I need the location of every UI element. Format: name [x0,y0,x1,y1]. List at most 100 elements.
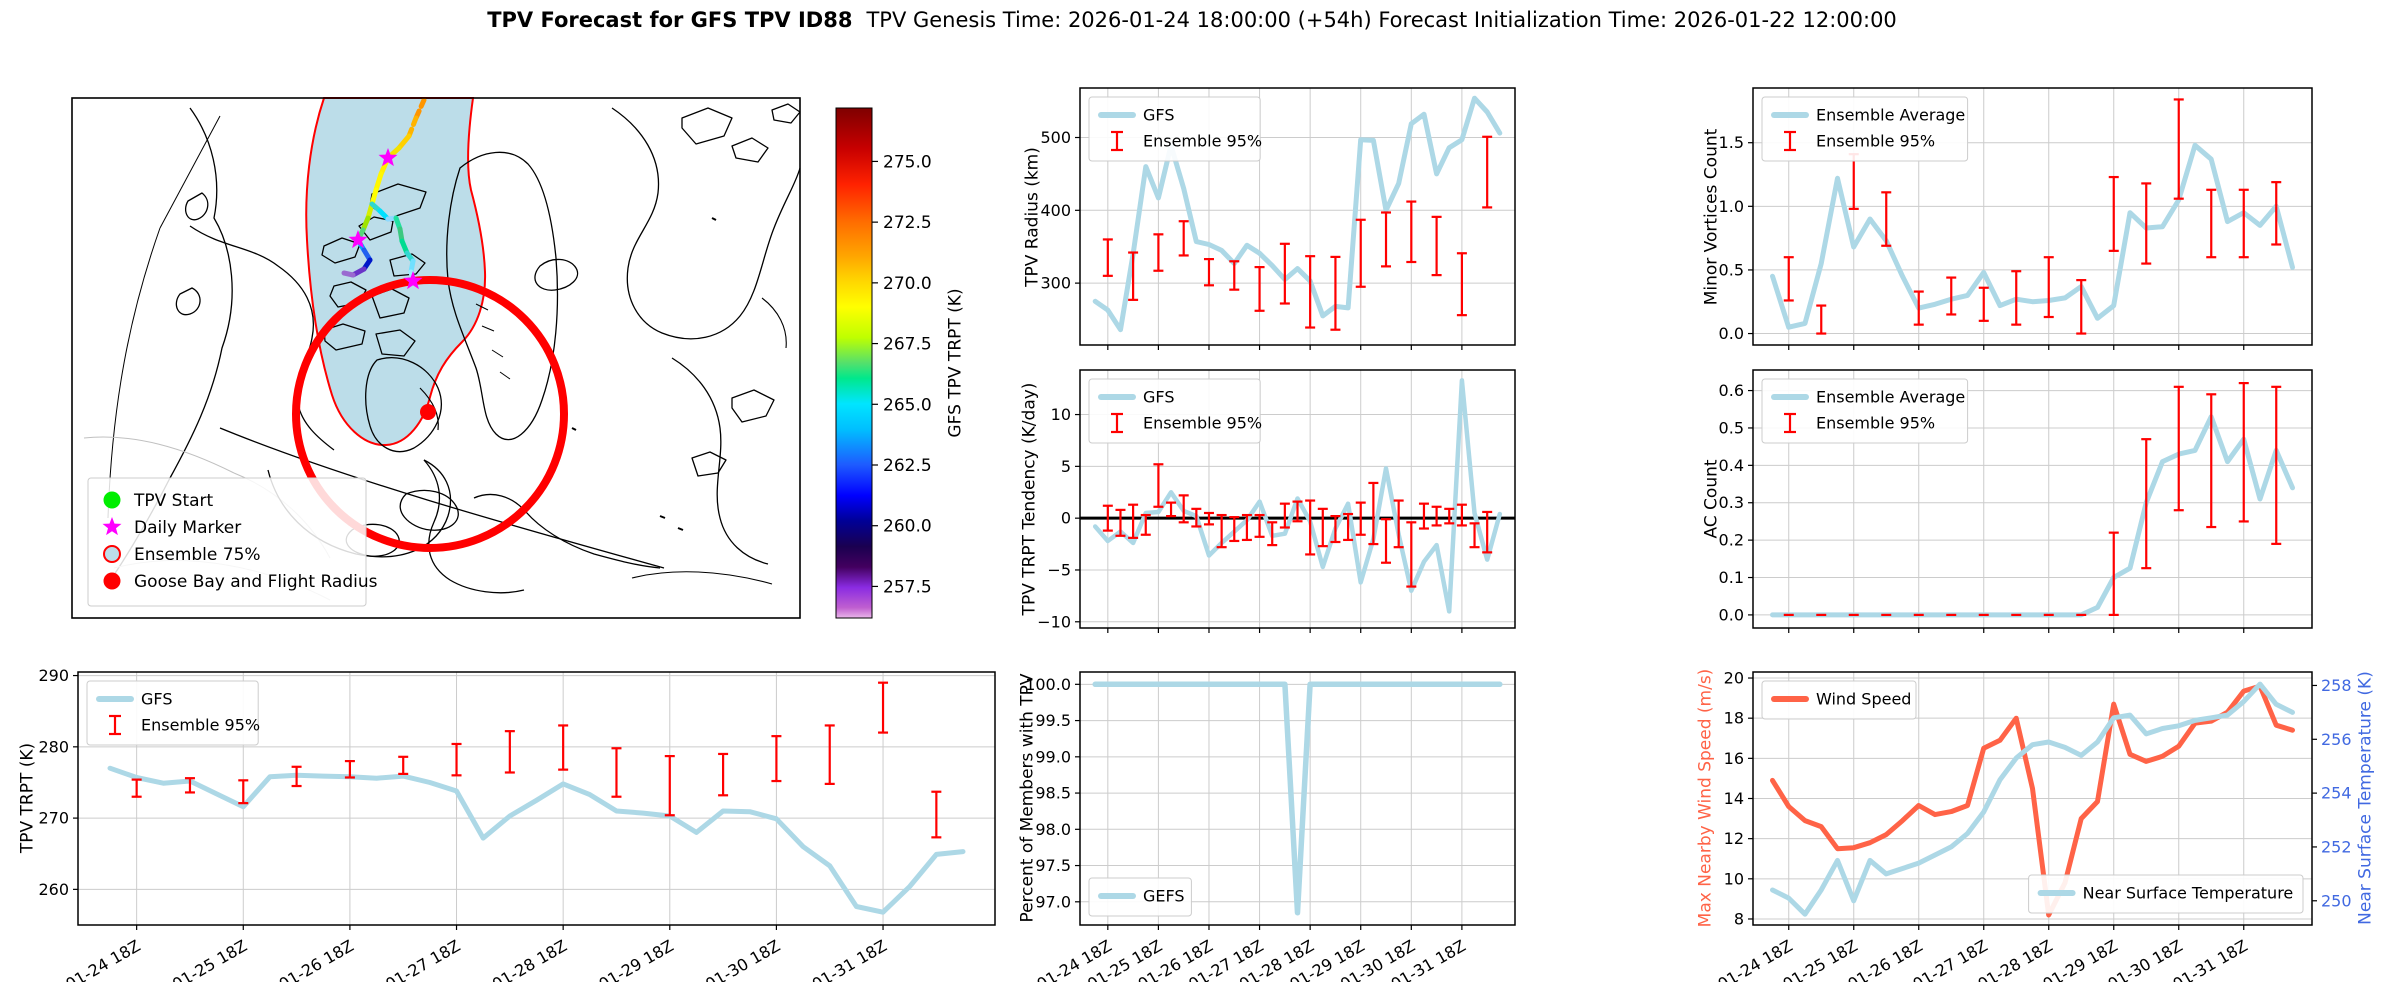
svg-text:98.0: 98.0 [1035,820,1071,839]
colorbar-gradient [835,107,873,619]
y-ticks: −10 −5 0 5 10 [1037,405,1080,631]
svg-text:01-26 18Z: 01-26 18Z [276,936,357,982]
daily-marker-star [403,271,423,290]
svg-text:10: 10 [1724,869,1744,888]
svg-text:0.1: 0.1 [1719,568,1744,587]
legend-label: GFS [1143,106,1174,125]
svg-text:16: 16 [1724,749,1744,768]
colorbar-tick: 257.5 [883,577,932,597]
flight-radius-circle [292,276,568,552]
series-gfs [1092,95,1503,333]
svg-text:0.2: 0.2 [1719,531,1744,550]
legend: GEFS [1088,877,1192,917]
svg-text:252: 252 [2321,837,2352,856]
x-ticks [1107,628,1463,633]
series-gfs [1092,378,1503,614]
legend: Wind Speed [1761,680,1917,720]
figure-title-tail: TPV Genesis Time: 2026-01-24 18:00:00 (+… [866,8,1897,32]
svg-text:300: 300 [1040,274,1071,293]
svg-text:99.0: 99.0 [1035,747,1071,766]
svg-text:0.0: 0.0 [1719,324,1744,343]
legend-errorbar-swatch [1111,412,1123,434]
legend-errorbar-swatch [1111,130,1123,152]
colorbar-tick: 275.0 [883,152,932,172]
svg-text:270: 270 [38,809,69,828]
colorbar-label: GFS TPV TRPT (K) [945,288,966,438]
figure-title-bold: TPV Forecast for GFS TPV ID88 [487,8,853,32]
svg-text:12: 12 [1724,829,1744,848]
svg-text:8: 8 [1734,909,1744,928]
svg-text:01-25 18Z: 01-25 18Z [169,936,250,982]
svg-text:01-29 18Z: 01-29 18Z [595,936,676,982]
legend: Ensemble Average Ensemble 95% [1761,378,1969,444]
svg-text:01-31 18Z: 01-31 18Z [2169,936,2250,982]
colorbar-tick: 272.5 [883,213,932,233]
svg-text:01-27 18Z: 01-27 18Z [382,936,463,982]
svg-text:−5: −5 [1047,560,1071,579]
legend-label: Ensemble Average [1816,388,1965,407]
daily-marker-legend-star [102,517,122,536]
axes-frame [77,671,996,926]
chart-minor-vortices: 0.0 0.5 1.0 1.5 Ensemble Average Ensemble 95… [1719,87,2313,350]
legend-label: Ensemble 95% [1143,132,1262,151]
ylabel-percent: Percent of Members with TPV [1017,673,1038,923]
colorbar: 257.5 260.0 262.5 265.0 267.5 270.0 272.5 275.0 [835,107,932,619]
legend-label: Ensemble 95% [141,716,260,735]
y-ticks: 97.0 97.5 98.0 98.5 99.0 99.5 100.0 [1025,675,1080,911]
svg-text:98.5: 98.5 [1035,784,1071,803]
legend-errorbar-swatch [1784,412,1796,434]
colorbar-tick: 262.5 [883,456,932,476]
ylabel-tendency: TPV TRPT Tendency (K/day) [1019,382,1040,616]
y-ticks: 8 10 12 14 16 18 20 [1724,669,1753,928]
axes-frame [1079,87,1516,346]
svg-text:99.5: 99.5 [1035,711,1071,730]
map-legend-label: Daily Marker [134,518,241,538]
x-ticks [1788,345,2245,350]
x-ticks [1788,628,2245,633]
svg-text:254: 254 [2321,784,2352,803]
legend-label: Ensemble 95% [1816,132,1935,151]
svg-text:500: 500 [1040,128,1071,147]
legend-errorbar-swatch [109,714,121,736]
svg-text:10: 10 [1051,405,1071,424]
y-ticks: 0.0 0.5 1.0 1.5 [1719,133,1753,343]
series-ensemble-average [1770,414,2295,618]
svg-text:0.6: 0.6 [1719,381,1744,400]
svg-text:400: 400 [1040,201,1071,220]
svg-text:14: 14 [1724,789,1744,808]
ensemble-errorbars [1783,98,2282,335]
svg-text:01-28 18Z: 01-28 18Z [489,936,570,982]
svg-text:258: 258 [2321,676,2352,695]
series-ensemble-average [1770,142,2295,330]
x-ticks [1107,345,1463,350]
svg-text:260: 260 [38,880,69,899]
ensemble-errorbars [131,681,942,839]
svg-text:100.0: 100.0 [1025,675,1071,694]
colorbar-tick: 267.5 [883,335,932,355]
svg-text:97.0: 97.0 [1035,892,1071,911]
legend-label: GFS [1143,388,1174,407]
chart-tpv-radius: 300 400 500 GFS Ensemble 95% [1040,87,1516,350]
svg-text:20: 20 [1724,669,1744,688]
ylabel-tpv-radius: TPV Radius (km) [1022,147,1043,287]
svg-text:0.5: 0.5 [1719,260,1744,279]
series-wind-speed [1770,683,2295,918]
colorbar-tick: 270.0 [883,274,932,294]
legend-label: GEFS [1143,887,1185,906]
axes-frame [1752,369,2313,629]
legend-label: Ensemble 95% [1816,414,1935,433]
svg-text:0: 0 [1061,509,1071,528]
axes-frame [1752,87,2313,346]
svg-text:18: 18 [1724,709,1744,728]
series-gefs [1092,681,1503,916]
y-ticks: 0.0 0.1 0.2 0.3 0.4 0.5 0.6 [1719,381,1753,624]
svg-text:0.5: 0.5 [1719,418,1744,437]
svg-text:1.0: 1.0 [1719,197,1744,216]
tpv-start-marker [103,491,121,509]
ylabel-near-surface-temp: Near Surface Temperature (K) [2355,671,2376,925]
